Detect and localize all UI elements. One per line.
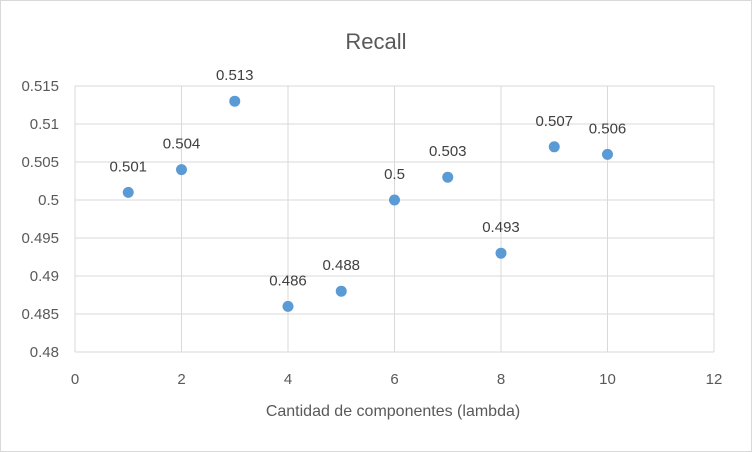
grid-layer	[74, 85, 715, 353]
x-tick-label: 0	[71, 371, 79, 388]
data-label: 0.486	[269, 272, 307, 289]
chart-title: Recall	[345, 29, 406, 54]
data-point	[602, 148, 613, 160]
data-label: 0.513	[216, 67, 254, 84]
x-axis-title: Cantidad de componentes (lambda)	[266, 403, 520, 420]
data-label: 0.504	[163, 136, 201, 153]
x-tick-label: 12	[706, 371, 723, 388]
data-point	[389, 194, 400, 206]
data-point	[442, 171, 454, 183]
data-label: 0.5	[384, 166, 405, 183]
data-point	[548, 141, 560, 153]
y-tick-label: 0.495	[21, 230, 59, 247]
data-point	[495, 247, 507, 259]
data-label: 0.501	[109, 158, 147, 175]
x-tick-label: 2	[177, 371, 185, 388]
x-tick-label: 10	[599, 371, 616, 388]
x-tick-label: 8	[497, 371, 505, 388]
x-tick-label: 6	[390, 371, 398, 388]
data-point	[229, 95, 241, 107]
y-tick-label: 0.505	[21, 154, 59, 171]
data-points	[122, 95, 613, 312]
data-label: 0.507	[535, 113, 573, 130]
data-point	[176, 164, 187, 176]
data-label: 0.503	[429, 143, 467, 160]
data-label: 0.488	[322, 257, 360, 274]
y-tick-label: 0.49	[30, 268, 59, 285]
data-label: 0.506	[589, 120, 627, 137]
y-tick-label: 0.485	[21, 306, 59, 323]
x-tick-label: 4	[284, 371, 292, 388]
data-point	[282, 300, 294, 312]
y-tick-label: 0.5	[38, 192, 59, 209]
y-axis-ticks: 0.48 0.485 0.49 0.495 0.5 0.505 0.51 0.515	[21, 78, 59, 361]
data-point	[335, 285, 347, 297]
data-point	[122, 186, 134, 198]
x-axis-ticks: 0 2 4 6 8 10 12	[71, 371, 723, 388]
y-tick-label: 0.51	[30, 116, 59, 133]
data-labels: 0.501 0.504 0.513 0.486 0.488 0.5 0.503 0.493 0.…	[109, 67, 626, 289]
data-label: 0.493	[482, 219, 520, 236]
y-tick-label: 0.515	[21, 78, 59, 95]
y-tick-label: 0.48	[30, 344, 59, 361]
